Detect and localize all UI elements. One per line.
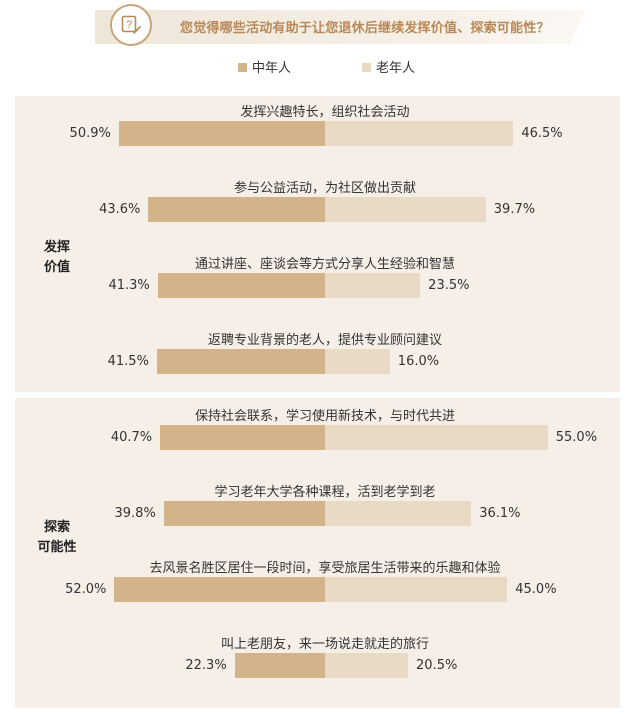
chart-title: 您觉得哪些活动有助于让您退休后继续发挥价值、探索可能性？ xyxy=(180,21,550,36)
value-label-middle-aged: 40.7% xyxy=(110,430,153,445)
bar-middle-aged xyxy=(114,577,325,602)
category-label: 叫上老朋友，来一场说走就走的旅行 xyxy=(220,637,430,652)
group-label-line: 探索 xyxy=(43,520,70,535)
value-label-middle-aged: 50.9% xyxy=(69,126,111,141)
bar-middle-aged xyxy=(163,501,325,526)
legend-item-middle-aged: 中年人 xyxy=(238,57,291,76)
value-label-middle-aged: 43.6% xyxy=(99,202,141,217)
legend-label-middle-aged: 中年人 xyxy=(252,61,292,76)
legend-item-elderly: 老年人 xyxy=(362,57,415,76)
value-label-elderly: 36.1% xyxy=(479,506,521,521)
svg-text:?: ? xyxy=(126,19,132,31)
category-label: 去风景名胜区居住一段时间，享受旅居生活带来的乐趣和体验 xyxy=(149,561,501,576)
value-label-middle-aged: 52.0% xyxy=(65,582,107,597)
question-edit-icon: ? xyxy=(110,4,152,46)
value-label-elderly: 46.5% xyxy=(521,126,563,141)
bar-middle-aged xyxy=(156,349,325,374)
bar-elderly xyxy=(325,501,472,526)
category-label: 参与公益活动，为社区做出贡献 xyxy=(233,181,417,196)
bar-middle-aged xyxy=(160,425,325,450)
group-label-line: 发挥 xyxy=(43,240,70,255)
bar-middle-aged xyxy=(118,121,325,146)
value-label-elderly: 39.7% xyxy=(493,202,536,217)
bar-elderly xyxy=(325,349,390,374)
category-label: 发挥兴趣特长，组织社会活动 xyxy=(240,105,410,120)
legend-label-elderly: 老年人 xyxy=(376,61,416,76)
group-label-line: 价值 xyxy=(43,260,70,275)
group-label: 发挥 价值 xyxy=(37,238,77,278)
value-label-middle-aged: 41.5% xyxy=(107,354,149,369)
value-label-elderly: 45.0% xyxy=(515,582,557,597)
category-label: 返聘专业背景的老人，提供专业顾问建议 xyxy=(207,333,443,348)
group-label: 探索 可能性 xyxy=(32,518,82,558)
bar-middle-aged xyxy=(157,273,325,298)
bar-elderly xyxy=(325,577,508,602)
category-label: 学习老年大学各种课程，活到老学到老 xyxy=(214,485,436,500)
value-label-elderly: 55.0% xyxy=(555,430,598,445)
title-band xyxy=(95,10,585,44)
bar-elderly xyxy=(325,653,409,678)
value-label-elderly: 16.0% xyxy=(397,354,440,369)
legend-swatch-middle-aged xyxy=(238,63,247,72)
value-label-middle-aged: 39.8% xyxy=(114,506,156,521)
bar-elderly xyxy=(325,425,548,450)
value-label-elderly: 20.5% xyxy=(416,658,458,673)
value-label-elderly: 23.5% xyxy=(428,278,470,293)
value-label-middle-aged: 41.3% xyxy=(108,278,150,293)
bar-elderly xyxy=(325,273,421,298)
bar-elderly xyxy=(325,197,486,222)
group-label-line: 可能性 xyxy=(37,540,77,555)
bar-middle-aged xyxy=(234,653,325,678)
category-label: 通过讲座、座谈会等方式分享人生经验和智慧 xyxy=(194,257,456,272)
category-label: 保持社会联系，学习使用新技术，与时代共进 xyxy=(194,409,456,424)
bar-middle-aged xyxy=(148,197,325,222)
legend: 中年人 老年人 xyxy=(0,57,644,76)
bar-elderly xyxy=(325,121,514,146)
value-label-middle-aged: 22.3% xyxy=(185,658,227,673)
legend-swatch-elderly xyxy=(362,63,371,72)
